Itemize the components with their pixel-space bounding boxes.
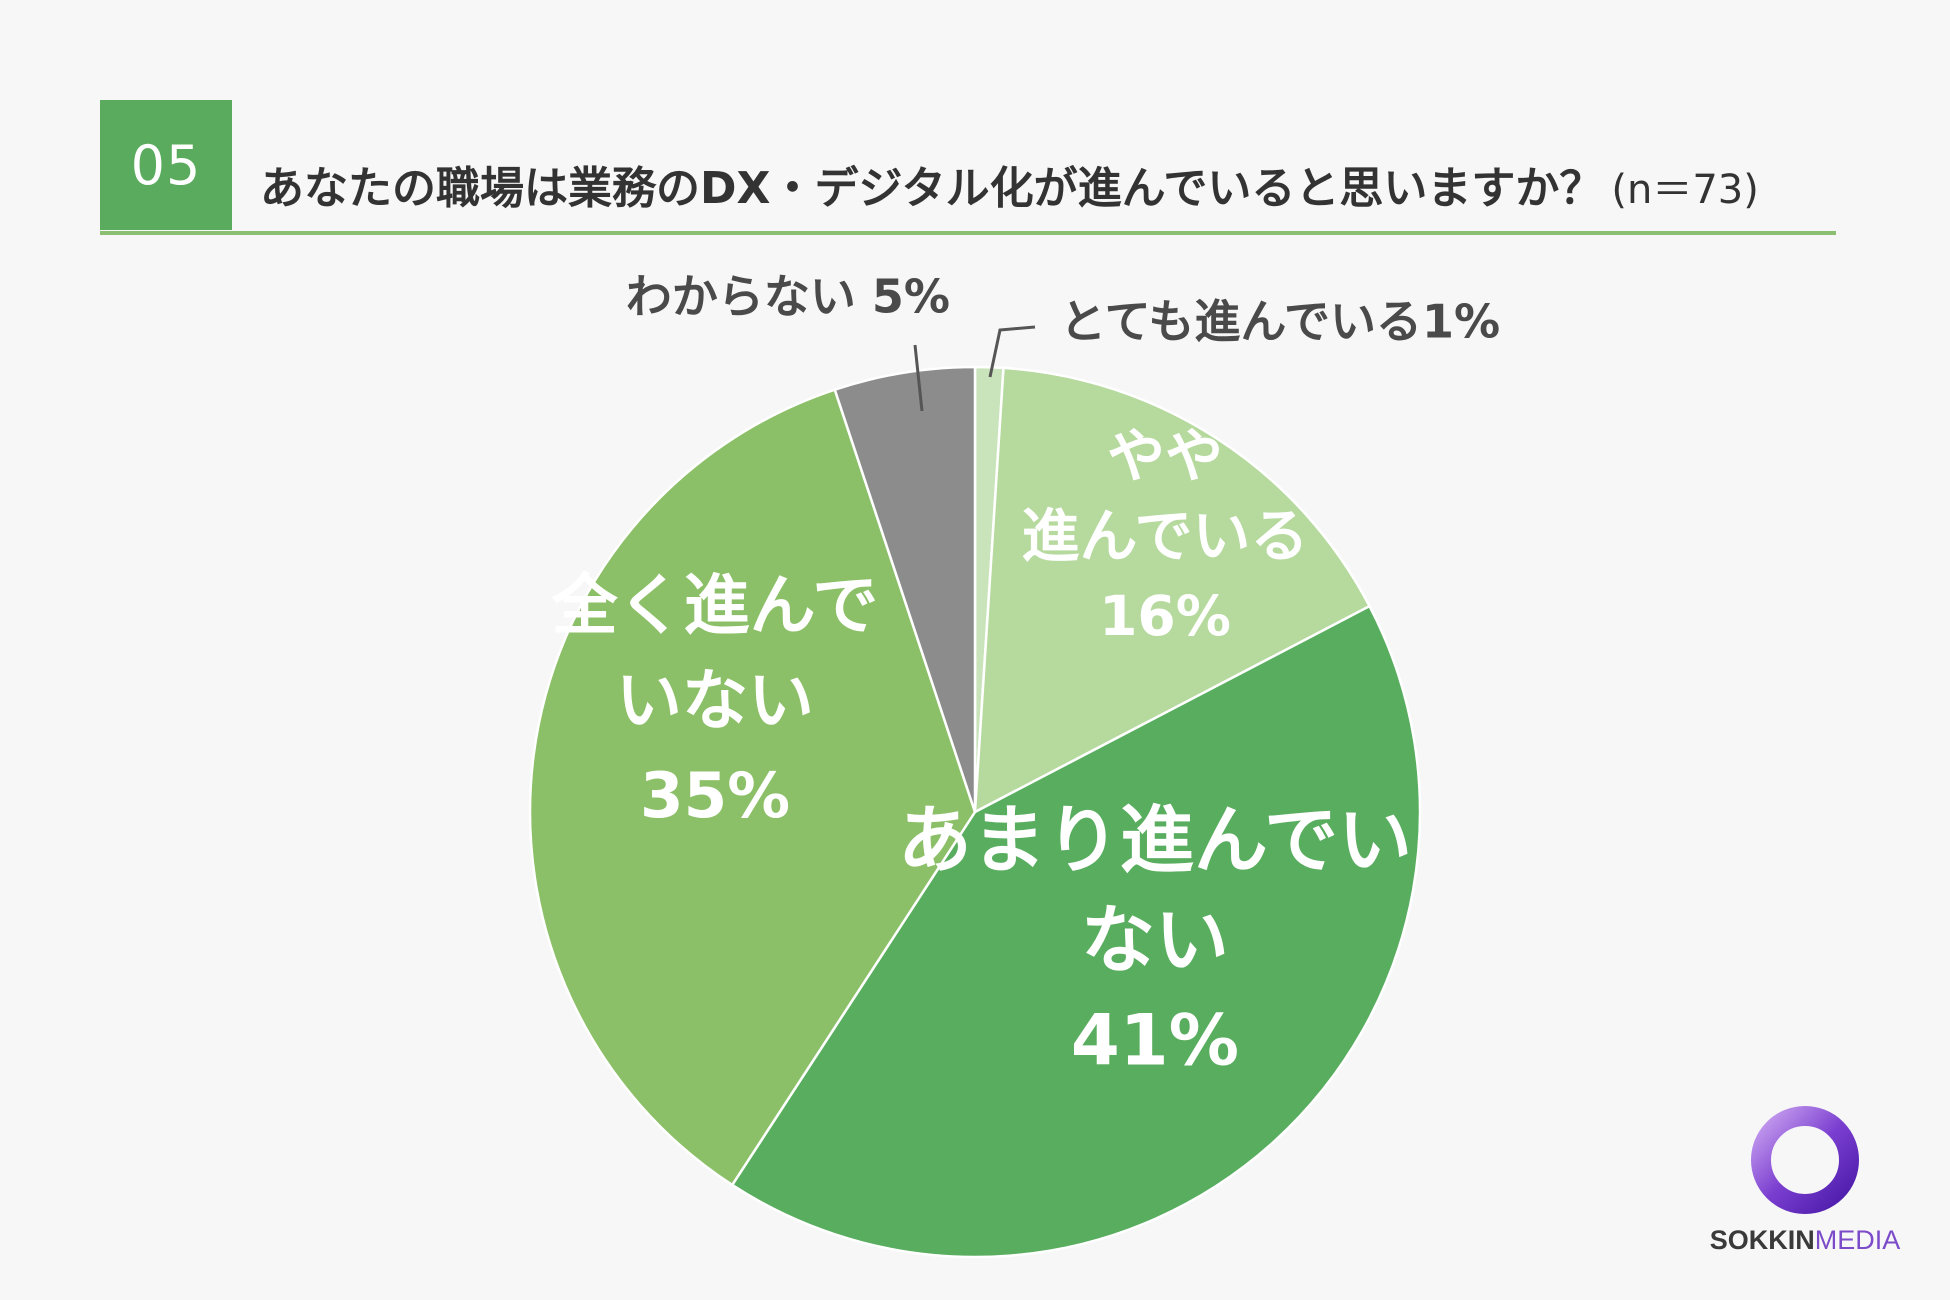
slice-label-4: わからない 5% bbox=[626, 270, 950, 324]
question-header: 05 あなたの職場は業務のDX・デジタル化が進んでいると思いますか？ (n＝73) bbox=[100, 100, 1836, 235]
question-text: あなたの職場は業務のDX・デジタル化が進んでいると思いますか？ bbox=[260, 163, 1604, 214]
pie-slice-3 bbox=[528, 388, 977, 1187]
header-rule bbox=[100, 231, 1836, 235]
slice-label-1-line-2: 16% bbox=[1099, 584, 1231, 648]
slice-label-3-line-2: 35% bbox=[640, 759, 790, 832]
sokkin-media-logo: SOKKINMEDIA bbox=[1700, 1100, 1910, 1260]
slice-label-3-line-1: いない bbox=[616, 662, 814, 739]
question-number-badge: 05 bbox=[100, 100, 232, 230]
slice-label-2-line-1: ない bbox=[1081, 898, 1229, 984]
leader-line-4 bbox=[913, 344, 924, 412]
sample-size: (n＝73) bbox=[1611, 167, 1759, 213]
ring-logo-icon bbox=[1751, 1106, 1859, 1214]
slice-label-2-line-0: あまり進んでい bbox=[898, 798, 1412, 884]
leader-line-0 bbox=[988, 325, 1036, 378]
pie-slice-1 bbox=[973, 366, 1372, 815]
slice-label-0: とても進んでいる1% bbox=[1060, 295, 1500, 349]
pie-slice-4 bbox=[833, 365, 977, 813]
slice-label-2-line-2: 41% bbox=[1071, 1000, 1239, 1082]
pie-slice-2 bbox=[730, 604, 1422, 1259]
question-title: あなたの職場は業務のDX・デジタル化が進んでいると思いますか？ (n＝73) bbox=[260, 152, 1759, 216]
slice-label-3-line-0: 全く進んで bbox=[551, 567, 879, 644]
logo-wordmark: SOKKINMEDIA bbox=[1709, 1225, 1901, 1255]
slice-label-1-line-1: 進んでいる bbox=[1021, 502, 1308, 570]
slice-label-1-line-0: やや bbox=[1107, 422, 1223, 490]
